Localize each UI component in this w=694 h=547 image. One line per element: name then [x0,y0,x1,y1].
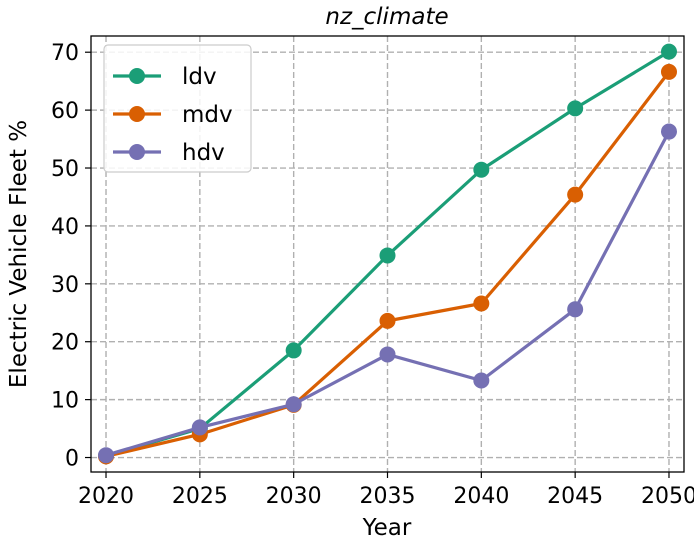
legend: ldv mdv hdv [103,44,252,173]
data-point-hdv [98,447,115,464]
chart-title: nz_climate [325,4,448,30]
x-tick-label: 2035 [360,484,416,509]
data-point-hdv [285,396,302,413]
y-axis-label: Electric Vehicle Fleet % [6,120,32,388]
data-point-hdv [660,123,677,140]
x-tick-label: 2040 [453,484,509,509]
x-tick-label: 2045 [547,484,603,509]
data-point-mdv [379,312,396,329]
data-point-ldv [379,247,396,264]
data-point-ldv [660,43,677,60]
y-tick-label: 20 [51,331,79,356]
data-point-hdv [379,346,396,363]
data-point-ldv [285,342,302,359]
legend-marker-hdv [129,144,145,160]
y-tick-label: 40 [51,215,79,240]
data-point-mdv [660,63,677,80]
y-tick-label: 0 [65,447,79,472]
series-layer [98,43,677,465]
legend-label-hdv: hdv [182,140,225,166]
data-point-mdv [567,186,584,203]
data-point-hdv [473,372,490,389]
x-axis-label: Year [362,515,412,541]
data-point-hdv [567,301,584,318]
y-tick-label: 30 [51,273,79,298]
data-point-mdv [473,295,490,312]
legend-marker-mdv [129,106,145,122]
y-tick-label: 70 [51,41,79,66]
y-axis: 0 10 20 30 40 50 60 70 [51,41,91,472]
y-tick-label: 50 [51,157,79,182]
x-tick-label: 2025 [172,484,228,509]
x-tick-label: 2020 [78,484,134,509]
y-tick-label: 60 [51,99,79,124]
y-tick-label: 10 [51,389,79,414]
data-point-hdv [191,419,208,436]
data-point-ldv [473,161,490,178]
x-axis: 2020 2025 2030 2035 2040 2045 2050 [78,472,694,509]
x-tick-label: 2050 [641,484,694,509]
data-point-ldv [567,100,584,117]
legend-label-ldv: ldv [182,64,217,90]
x-tick-label: 2030 [266,484,322,509]
legend-marker-ldv [129,68,145,84]
legend-label-mdv: mdv [182,102,233,128]
